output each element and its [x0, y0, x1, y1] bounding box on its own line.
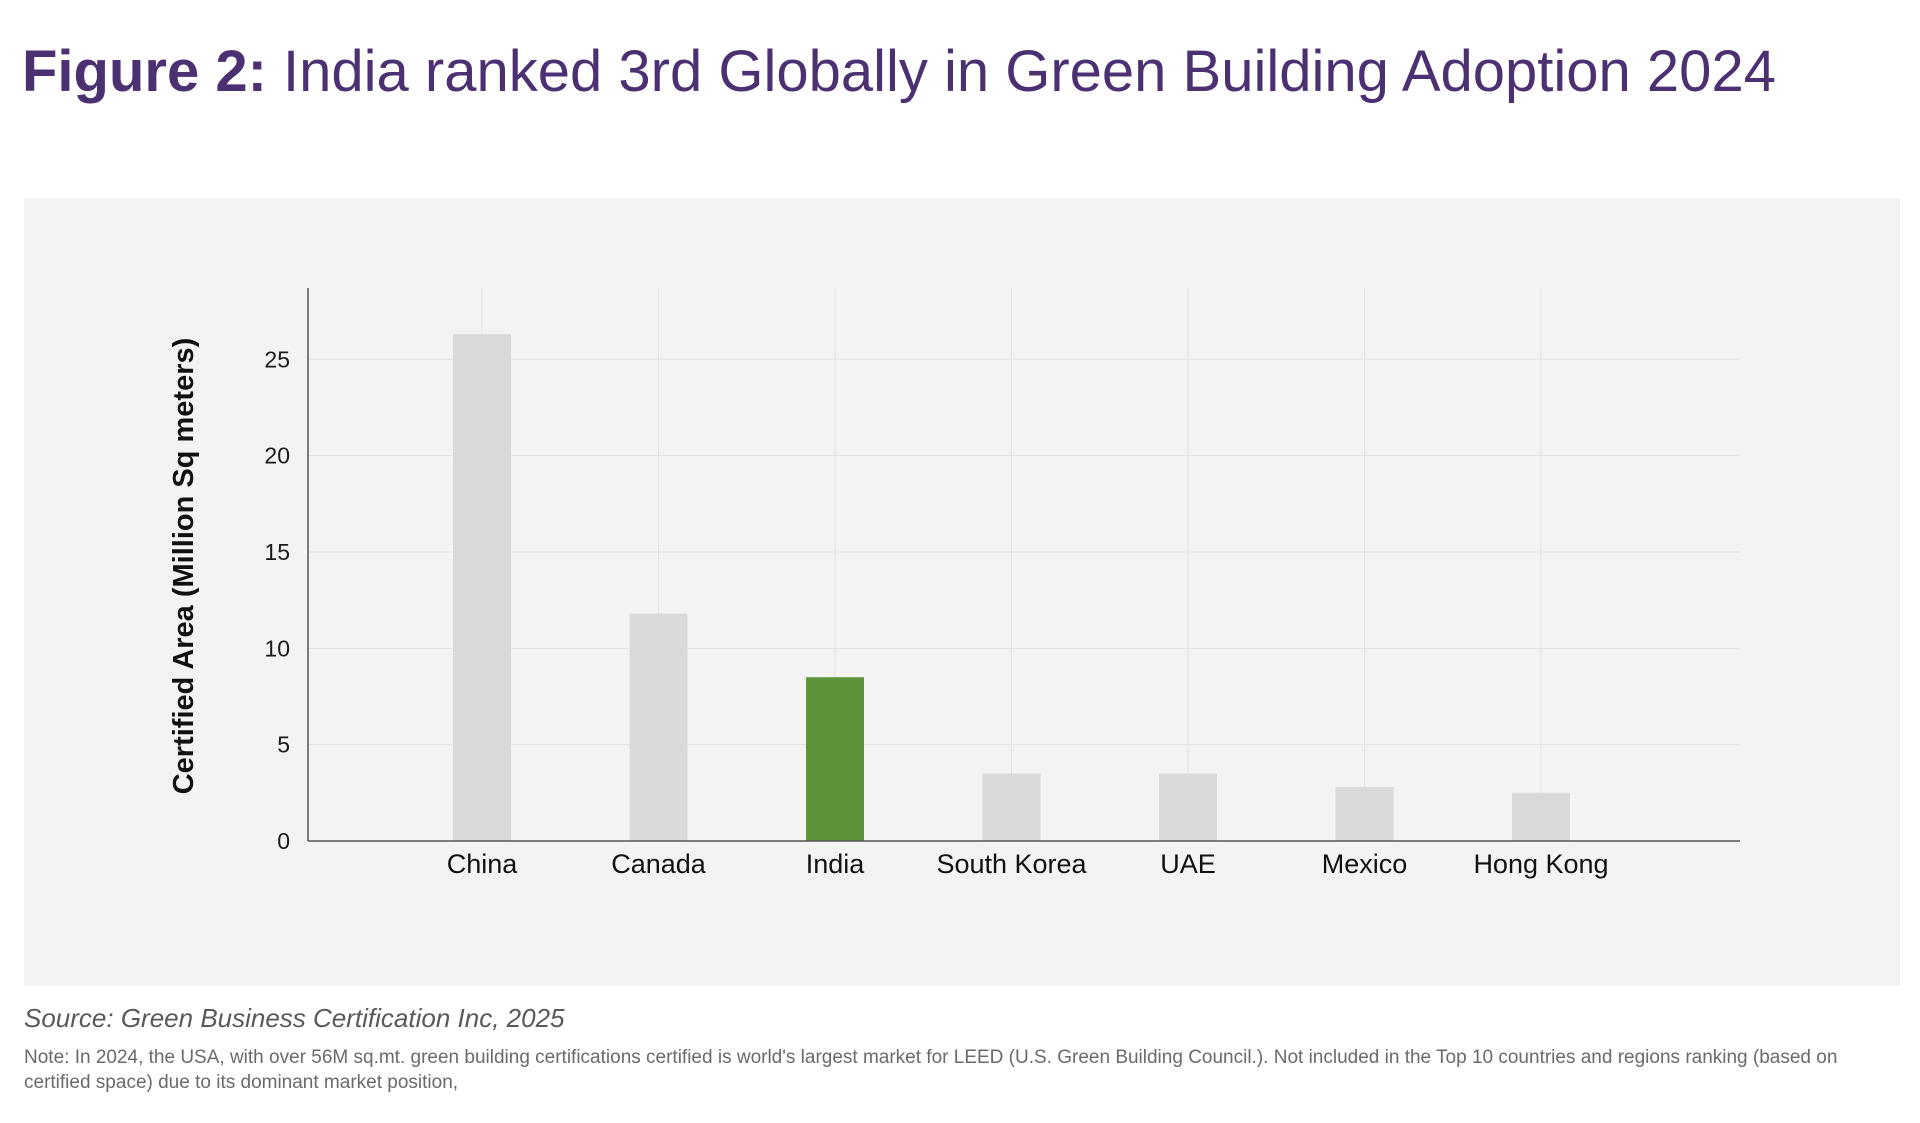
x-category-label: China [447, 849, 519, 879]
x-category-label: Hong Kong [1473, 849, 1608, 879]
bar-india [806, 677, 864, 841]
chart-panel: 0 5 10 15 20 25 China Canada India South Korea UA… [24, 198, 1900, 986]
footnote: Note: In 2024, the USA, with over 56M sq… [24, 1047, 1838, 1093]
y-tick-label: 25 [264, 346, 290, 372]
bar-mexico [1335, 787, 1394, 841]
source-caption: Source: Green Business Certification Inc… [24, 1003, 565, 1033]
y-tick-label: 5 [277, 732, 290, 758]
y-tick-label: 20 [264, 443, 290, 469]
bar-china [453, 334, 511, 841]
x-category-label: Mexico [1322, 849, 1408, 879]
y-tick-label: 15 [264, 539, 290, 565]
x-category-label: UAE [1160, 849, 1216, 879]
figure-title-text: India ranked 3rd Globally in Green Build… [283, 39, 1776, 104]
axes [307, 288, 1740, 842]
gridlines [308, 288, 1740, 841]
x-category-label: South Korea [936, 849, 1087, 879]
y-tick-labels: 0 5 10 15 20 25 [264, 346, 290, 854]
y-tick-label: 0 [277, 828, 290, 854]
bar-south-korea [982, 773, 1041, 841]
bar-uae [1159, 773, 1217, 841]
x-category-labels: China Canada India South Korea UAE Mexico Hong… [447, 849, 1609, 879]
bar-canada [629, 613, 688, 841]
figure-title-prefix: Figure 2: [22, 39, 267, 104]
bar-chart: 0 5 10 15 20 25 China Canada India South Korea UA… [168, 288, 1740, 879]
bar-hong-kong [1512, 792, 1570, 841]
x-category-label: India [806, 849, 866, 879]
figure-title: Figure 2: India ranked 3rd Globally in G… [22, 36, 1776, 108]
y-tick-label: 10 [264, 635, 290, 661]
y-axis-label: Certified Area (Million Sq meters) [168, 338, 200, 795]
bars [453, 334, 1570, 841]
x-category-label: Canada [611, 849, 707, 879]
